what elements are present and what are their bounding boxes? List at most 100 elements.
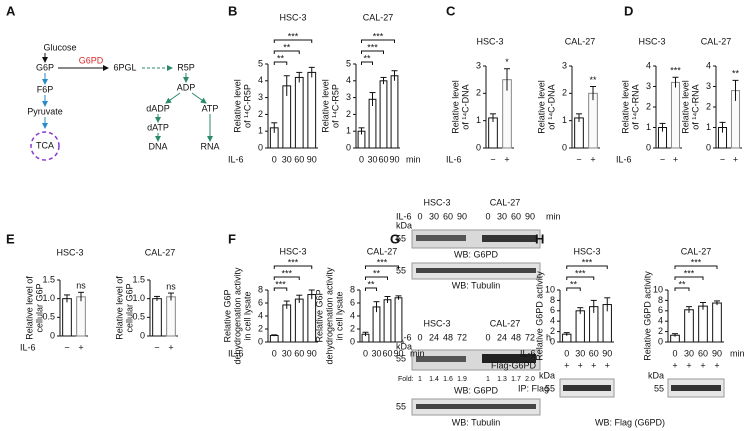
x-tick-label: − <box>154 342 159 352</box>
significance: ns <box>76 281 86 291</box>
sig-bracket <box>674 287 690 291</box>
sig-bracket <box>365 287 377 291</box>
significance: ** <box>589 75 597 85</box>
y-axis-label: Relative G6PD activity <box>642 271 652 361</box>
cell-line: CAL-27 <box>490 318 521 328</box>
bar <box>166 296 176 337</box>
node: dATP <box>147 122 169 132</box>
y-tick-label: 0 <box>550 336 555 346</box>
error-bar <box>308 289 315 300</box>
y-tick-label: 0.5 <box>132 312 145 322</box>
treatment-label: IL-6 <box>396 211 412 221</box>
chart-title: CAL-27 <box>363 12 394 22</box>
bar <box>307 71 317 149</box>
error-bar <box>686 306 692 313</box>
y-axis-label: Relative G6P <box>314 289 324 342</box>
x-axis-label: IL-6 <box>228 348 244 358</box>
x-tick-label: 90 <box>602 348 612 358</box>
x-tick-label: 90 <box>712 348 722 358</box>
sig-bracket <box>674 265 718 269</box>
error-bar <box>271 334 278 337</box>
bar <box>152 298 162 337</box>
bar <box>574 117 584 149</box>
y-tick-label: 0 <box>350 336 355 346</box>
y-axis-label: cellular G6P <box>34 283 44 332</box>
x-tick-label: 60 <box>378 154 388 164</box>
y-axis-label: in cell lysate <box>242 291 252 340</box>
significance: ** <box>367 279 375 289</box>
y-tick-label: 4 <box>658 316 663 326</box>
fold-value: 1.9 <box>457 376 467 383</box>
y-tick-label: 4 <box>706 60 711 70</box>
x-tick-label: − <box>490 154 495 164</box>
kda: kDa <box>396 341 412 351</box>
significance: ** <box>373 268 381 278</box>
flag-sign: + <box>564 360 569 370</box>
lane-label: 48 <box>443 332 453 342</box>
x-axis-label: IL-6 <box>616 154 632 164</box>
chart-title: CAL-27 <box>701 36 732 46</box>
fold-value: 1 <box>418 376 422 383</box>
chart-title: CAL-27 <box>565 36 596 46</box>
node: dADP <box>146 103 170 113</box>
error-bar <box>168 292 174 301</box>
mw: 55 <box>654 383 664 393</box>
significance: *** <box>575 268 586 278</box>
y-tick-label: 8 <box>350 284 355 294</box>
x-tick-label: − <box>660 154 665 164</box>
mw: 55 <box>396 353 406 363</box>
sig-bracket <box>361 50 384 54</box>
chart-title: HSC-3 <box>476 36 503 46</box>
y-axis-label: Relative level <box>450 80 460 134</box>
bar <box>390 75 399 149</box>
error-bar <box>504 68 510 91</box>
treatment-label: IL-6 <box>396 332 412 342</box>
sig-bracket <box>273 39 313 43</box>
y-axis-label: Relative level of <box>114 276 124 340</box>
y-tick-label: 2 <box>476 88 481 98</box>
x-tick-label: + <box>590 154 595 164</box>
error-bar <box>700 301 706 310</box>
wb-label: WB: Flag (G6PD) <box>595 417 665 427</box>
x-tick-label: + <box>733 154 738 164</box>
wb-label: WB: Tubulin <box>452 280 501 290</box>
node: Pyruvate <box>27 106 63 116</box>
y-tick-label: 2 <box>350 323 355 333</box>
bar <box>368 98 377 149</box>
lane-label: 0 <box>417 332 422 342</box>
y-axis-label: Relative G6PD activity <box>534 271 544 361</box>
significance: *** <box>373 31 384 41</box>
chart-title: HSC-3 <box>573 246 600 256</box>
y-tick-label: 2 <box>706 101 711 111</box>
y-tick-label: 3 <box>258 92 263 102</box>
significance: *** <box>684 268 695 278</box>
cell-line: HSC-3 <box>423 197 450 207</box>
node: F6P <box>37 84 54 94</box>
chart-title: CAL-27 <box>145 247 176 257</box>
error-bar <box>358 127 365 135</box>
error-bar <box>732 79 739 101</box>
y-tick-label: 5 <box>258 58 263 68</box>
y-tick-label: 3 <box>706 81 711 91</box>
x-tick-label: + <box>673 154 678 164</box>
y-tick-label: 4 <box>258 75 263 85</box>
y-tick-label: 4 <box>550 316 555 326</box>
unit: min <box>546 211 561 221</box>
y-axis-label: Relative G6P <box>222 289 232 342</box>
x-axis-label: IL-6 <box>20 342 36 352</box>
error-bar <box>590 86 596 101</box>
y-tick-label: 0 <box>140 330 145 340</box>
bar <box>588 92 598 149</box>
y-tick-label: 3 <box>562 60 567 70</box>
cell-line: HSC-3 <box>423 318 450 328</box>
node: TCA <box>36 140 54 150</box>
significance: ** <box>678 279 686 289</box>
chart-title: HSC-3 <box>279 246 306 256</box>
y-tick-label: 3 <box>476 60 481 70</box>
significance: *** <box>670 66 681 76</box>
y-tick-label: 3 <box>346 92 351 102</box>
x-tick-label: 0 <box>359 154 364 164</box>
sig-bracket <box>566 287 581 291</box>
y-tick-label: 1 <box>258 126 263 136</box>
